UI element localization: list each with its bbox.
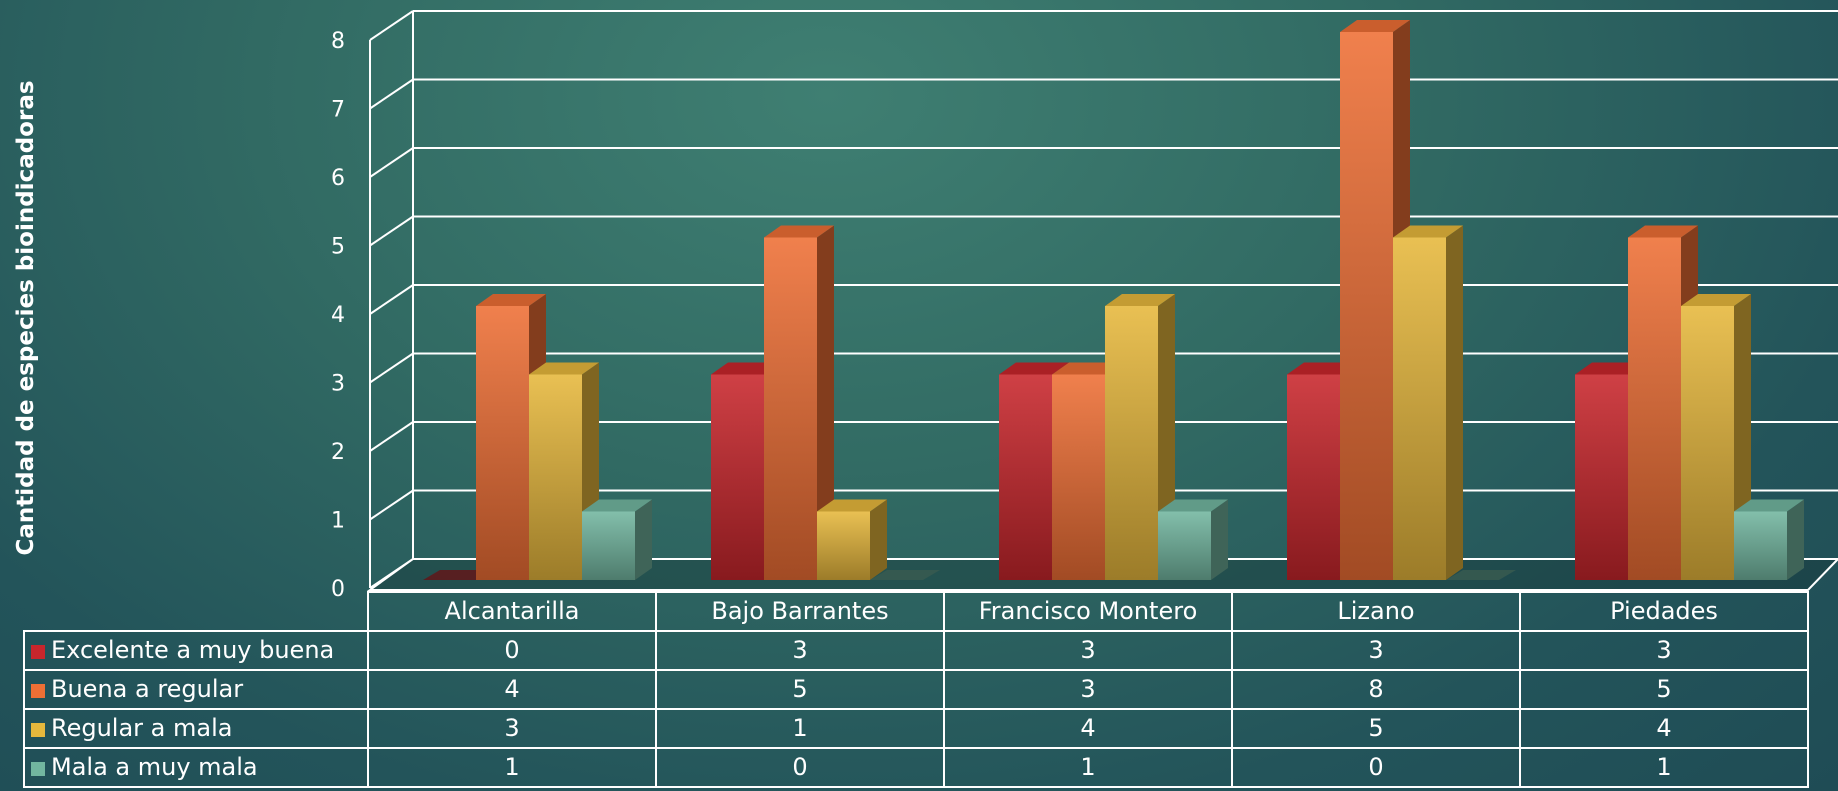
data-label: 1 bbox=[1519, 747, 1809, 788]
data-label: 3 bbox=[1519, 630, 1809, 671]
data-label: 1 bbox=[943, 747, 1233, 788]
gridline-side bbox=[369, 284, 414, 315]
series-name: Excelente a muy buena bbox=[51, 636, 335, 664]
data-label: 4 bbox=[943, 708, 1233, 749]
legend-swatch bbox=[31, 684, 45, 698]
data-label: 3 bbox=[367, 708, 657, 749]
category-label: Piedades bbox=[1519, 591, 1809, 632]
legend-entry: Mala a muy mala bbox=[23, 747, 369, 788]
data-label: 4 bbox=[1519, 708, 1809, 749]
bar bbox=[764, 225, 834, 580]
bars bbox=[423, 20, 1804, 580]
category-label: Alcantarilla bbox=[367, 591, 657, 632]
series-name: Regular a mala bbox=[51, 714, 233, 742]
category-label: Bajo Barrantes bbox=[655, 591, 945, 632]
gridline-side bbox=[369, 215, 414, 247]
gridline-side bbox=[369, 352, 414, 384]
data-label: 3 bbox=[943, 630, 1233, 671]
series-name: Buena a regular bbox=[51, 675, 244, 703]
category-label: Francisco Montero bbox=[943, 591, 1233, 632]
data-label: 3 bbox=[943, 669, 1233, 710]
legend-entry: Regular a mala bbox=[23, 708, 369, 749]
y-axis-ticks: 0 1 2 3 4 5 6 7 8 bbox=[331, 29, 345, 602]
gridline-side bbox=[369, 78, 414, 110]
data-label: 1 bbox=[655, 708, 945, 749]
bar bbox=[1446, 570, 1516, 580]
bar bbox=[1158, 499, 1228, 580]
data-label: 5 bbox=[1519, 669, 1809, 710]
legend-swatch bbox=[31, 645, 45, 659]
y-tick-label: 4 bbox=[331, 303, 345, 328]
data-label: 3 bbox=[1231, 630, 1521, 671]
data-label: 1 bbox=[367, 747, 657, 788]
gridline-side bbox=[369, 147, 414, 178]
data-label: 4 bbox=[367, 669, 657, 710]
y-axis-label: Cantidad de especies bioindicadoras bbox=[13, 80, 39, 555]
gridline-side bbox=[369, 421, 414, 452]
y-tick-label: 1 bbox=[331, 509, 345, 534]
category-header-row: Alcantarilla Bajo Barrantes Francisco Mont… bbox=[24, 591, 1809, 632]
category-label: Lizano bbox=[1231, 591, 1521, 632]
bar bbox=[476, 294, 546, 580]
bar bbox=[1734, 499, 1804, 580]
y-tick-label: 5 bbox=[331, 235, 345, 260]
y-tick-label: 0 bbox=[331, 577, 345, 602]
bar bbox=[870, 570, 940, 580]
bar bbox=[817, 499, 887, 580]
gridline-side bbox=[369, 10, 414, 41]
data-label: 0 bbox=[655, 747, 945, 788]
data-label: 8 bbox=[1231, 669, 1521, 710]
table-row: Regular a mala 3 1 4 5 4 bbox=[23, 708, 1809, 749]
bar bbox=[1340, 20, 1410, 580]
table-row: Mala a muy mala 1 0 1 0 1 bbox=[23, 747, 1809, 788]
data-label: 0 bbox=[1231, 747, 1521, 788]
data-table: Alcantarilla Bajo Barrantes Francisco Mont… bbox=[23, 591, 1809, 788]
table-row: Buena a regular 4 5 3 8 5 bbox=[23, 669, 1809, 710]
data-label: 5 bbox=[655, 669, 945, 710]
y-tick-label: 2 bbox=[331, 440, 345, 465]
table-corner bbox=[24, 592, 368, 631]
data-label: 0 bbox=[367, 630, 657, 671]
y-tick-label: 7 bbox=[331, 98, 345, 123]
legend-entry: Buena a regular bbox=[23, 669, 369, 710]
data-label: 5 bbox=[1231, 708, 1521, 749]
bar bbox=[582, 499, 652, 580]
bar bbox=[423, 570, 493, 580]
y-tick-label: 3 bbox=[331, 372, 345, 397]
table-row: Excelente a muy buena 0 3 3 3 3 bbox=[23, 630, 1809, 671]
legend-entry: Excelente a muy buena bbox=[23, 630, 369, 671]
bar bbox=[1393, 225, 1463, 580]
legend-swatch bbox=[31, 723, 45, 737]
y-tick-label: 8 bbox=[331, 29, 345, 54]
series-name: Mala a muy mala bbox=[51, 753, 258, 781]
data-label: 3 bbox=[655, 630, 945, 671]
legend-swatch bbox=[31, 762, 45, 776]
gridline-side bbox=[369, 489, 414, 521]
y-tick-label: 6 bbox=[331, 166, 345, 191]
